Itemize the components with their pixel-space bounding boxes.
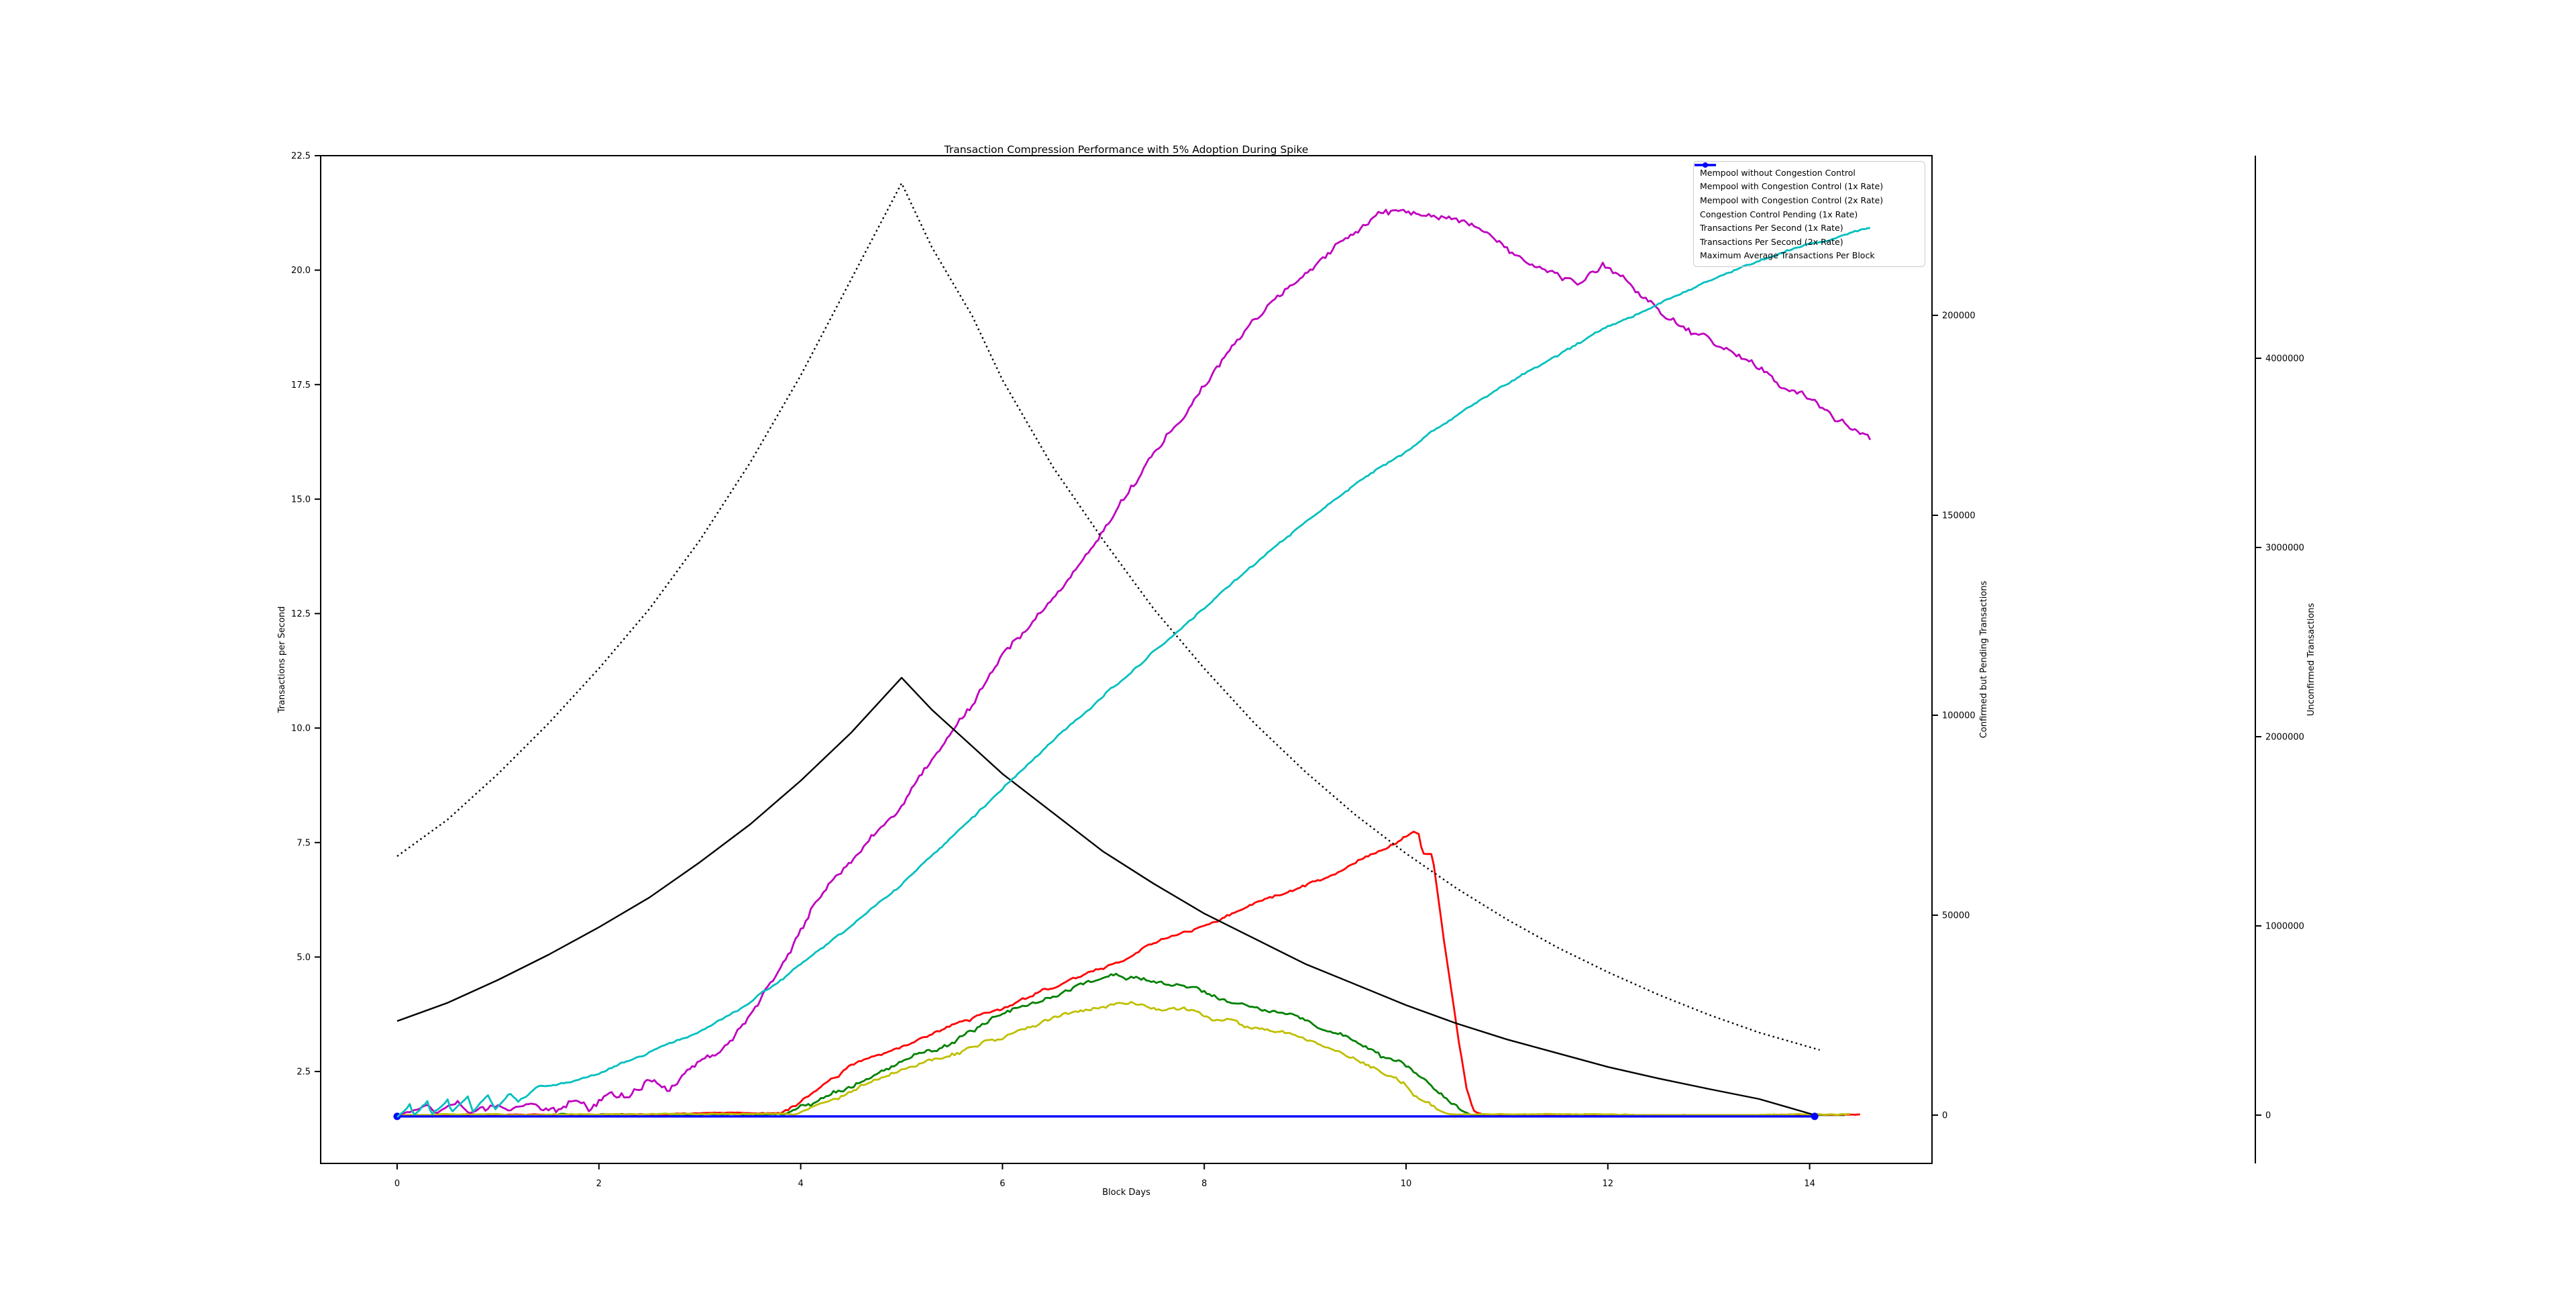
left-tick-label: 10.0 bbox=[291, 724, 311, 734]
left-tick-label: 22.5 bbox=[291, 152, 311, 162]
x-tick-label: 12 bbox=[1603, 1179, 1614, 1189]
right-axis-1-tick-label: 50000 bbox=[1942, 911, 1970, 921]
left-tick-label: 20.0 bbox=[291, 266, 311, 276]
left-tick-label: 2.5 bbox=[297, 1067, 311, 1078]
legend-item-label: Mempool with Congestion Control (1x Rate… bbox=[1700, 181, 1884, 192]
series-congestion-control-pending-1x bbox=[397, 831, 1860, 1116]
left-tick-label: 5.0 bbox=[297, 953, 311, 963]
x-axis-label: Block Days bbox=[1102, 1188, 1150, 1198]
legend-item: Mempool without Congestion Control bbox=[1695, 164, 1918, 180]
right-axis-1-tick-label: 150000 bbox=[1942, 511, 1976, 521]
legend-item: Transactions Per Second (2x Rate) bbox=[1695, 164, 1918, 249]
x-tick-label: 6 bbox=[1000, 1179, 1005, 1189]
right-axis-2-label: Unconfirmed Transactions bbox=[2306, 603, 2316, 716]
series-mempool-with-congestion-control-1x bbox=[397, 1000, 1850, 1116]
right-axis-2-tick-label: 3000000 bbox=[2265, 543, 2304, 554]
left-tick-label: 12.5 bbox=[291, 609, 311, 619]
x-tick-label: 14 bbox=[1804, 1179, 1815, 1189]
legend-item: Mempool with Congestion Control (1x Rate… bbox=[1695, 164, 1918, 194]
right-axis-1-tick-label: 100000 bbox=[1942, 711, 1976, 721]
right-axis-2-tick-label: 1000000 bbox=[2265, 922, 2304, 932]
right-axis-2-tick-label: 2000000 bbox=[2265, 733, 2304, 743]
legend-item-label: Mempool without Congestion Control bbox=[1700, 167, 1856, 178]
right-axis-2-tick-label: 4000000 bbox=[2265, 354, 2304, 364]
x-tick-label: 2 bbox=[596, 1179, 602, 1189]
legend-item-label: Transactions Per Second (1x Rate) bbox=[1700, 223, 1843, 233]
right-axis-1-tick-label: 200000 bbox=[1942, 311, 1976, 321]
legend-item: Congestion Control Pending (1x Rate) bbox=[1695, 164, 1918, 221]
series-lines bbox=[393, 182, 1872, 1120]
chart-title: Transaction Compression Performance with… bbox=[944, 144, 1309, 156]
left-tick-label: 15.0 bbox=[291, 494, 311, 505]
series-maximum-average-transactions-per-block-marker bbox=[1811, 1112, 1819, 1120]
right-axis-1-label: Confirmed but Pending Transactions bbox=[1979, 580, 1989, 738]
right-axis-1-tick-label: 0 bbox=[1942, 1111, 1947, 1121]
legend: Mempool without Congestion Control Mempoo… bbox=[1693, 161, 1925, 268]
x-tick-label: 0 bbox=[394, 1179, 400, 1189]
legend-item-label: Mempool with Congestion Control (2x Rate… bbox=[1700, 195, 1884, 205]
legend-item: Maximum Average Transactions Per Block bbox=[1695, 162, 1918, 263]
axis-ticks: 0 2 4 6 8 10 12 14 2.5 5.0 7.5 10.0 12.5 15.0 17.5 20.0… bbox=[291, 152, 2304, 1190]
left-tick-label: 17.5 bbox=[291, 380, 311, 390]
legend-swatch-maximum-average-transactions-per-block bbox=[1695, 162, 1716, 168]
legend-item-label: Congestion Control Pending (1x Rate) bbox=[1700, 209, 1858, 219]
right-axis-2-tick-label: 0 bbox=[2265, 1111, 2271, 1121]
left-axis-label: Transactions per Second bbox=[277, 607, 287, 714]
legend-item-label: Maximum Average Transactions Per Block bbox=[1700, 250, 1875, 261]
legend-item: Transactions Per Second (1x Rate) bbox=[1695, 164, 1918, 235]
series-mempool-without-congestion-control bbox=[396, 972, 1845, 1116]
legend-item-label: Transactions Per Second (2x Rate) bbox=[1700, 236, 1843, 247]
series-transactions-per-second-1x bbox=[396, 676, 1815, 1116]
series-mempool-with-congestion-control-2x bbox=[396, 209, 1872, 1116]
left-tick-label: 7.5 bbox=[297, 838, 311, 848]
legend-item: Mempool with Congestion Control (2x Rate… bbox=[1695, 164, 1918, 207]
x-tick-label: 4 bbox=[798, 1179, 803, 1189]
x-tick-label: 10 bbox=[1401, 1179, 1412, 1189]
x-tick-label: 8 bbox=[1201, 1179, 1207, 1189]
series-unlabeled-cyan-series bbox=[396, 227, 1870, 1118]
plot-area-border bbox=[320, 155, 1933, 1164]
